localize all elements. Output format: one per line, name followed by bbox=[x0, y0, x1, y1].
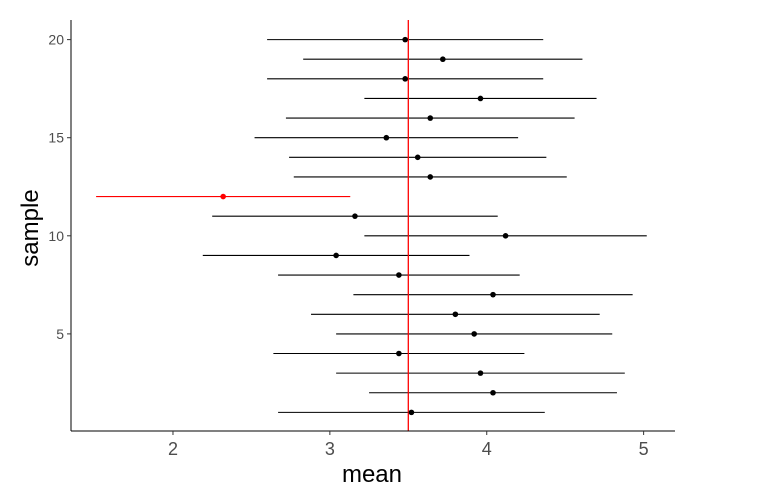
mean-point-14 bbox=[414, 154, 421, 161]
y-tick-label-15: 15 bbox=[48, 130, 64, 146]
mean-point-7 bbox=[490, 291, 496, 298]
mean-point-1 bbox=[408, 409, 415, 416]
x-tick-label-2: 2 bbox=[168, 439, 178, 459]
x-tick-label-3: 3 bbox=[325, 439, 335, 459]
mean-point-8 bbox=[396, 272, 402, 278]
x-tick-label-5: 5 bbox=[639, 439, 649, 459]
y-tick-label-5: 5 bbox=[56, 326, 64, 342]
x-axis-title: mean bbox=[342, 461, 402, 488]
mean-point-17 bbox=[477, 95, 484, 102]
y-tick-label-10: 10 bbox=[48, 228, 64, 244]
y-axis-title: sample bbox=[17, 189, 44, 266]
mean-point-16 bbox=[427, 115, 434, 121]
mean-point-3 bbox=[477, 370, 484, 376]
mean-point-20 bbox=[402, 36, 408, 43]
mean-point-6 bbox=[452, 311, 459, 318]
mean-point-9 bbox=[333, 252, 339, 259]
mean-point-10 bbox=[502, 232, 509, 239]
mean-point-5 bbox=[471, 331, 477, 337]
mean-point-13 bbox=[427, 174, 434, 180]
points-layer bbox=[220, 36, 509, 416]
axes-layer bbox=[70, 20, 675, 432]
x-ticks: 2 3 4 5 bbox=[168, 431, 649, 459]
y-ticks: 5 10 15 20 bbox=[48, 32, 71, 342]
mean-point-4 bbox=[396, 350, 402, 357]
x-tick-label-4: 4 bbox=[482, 439, 492, 459]
intervals-layer bbox=[96, 39, 647, 413]
mean-point-2 bbox=[490, 389, 496, 396]
mean-point-18 bbox=[402, 76, 408, 82]
mean-point-19 bbox=[440, 56, 446, 63]
mean-point-15 bbox=[383, 134, 390, 141]
y-tick-label-20: 20 bbox=[48, 32, 64, 48]
mean-point-11 bbox=[352, 213, 358, 219]
mean-point-12 bbox=[220, 193, 226, 200]
